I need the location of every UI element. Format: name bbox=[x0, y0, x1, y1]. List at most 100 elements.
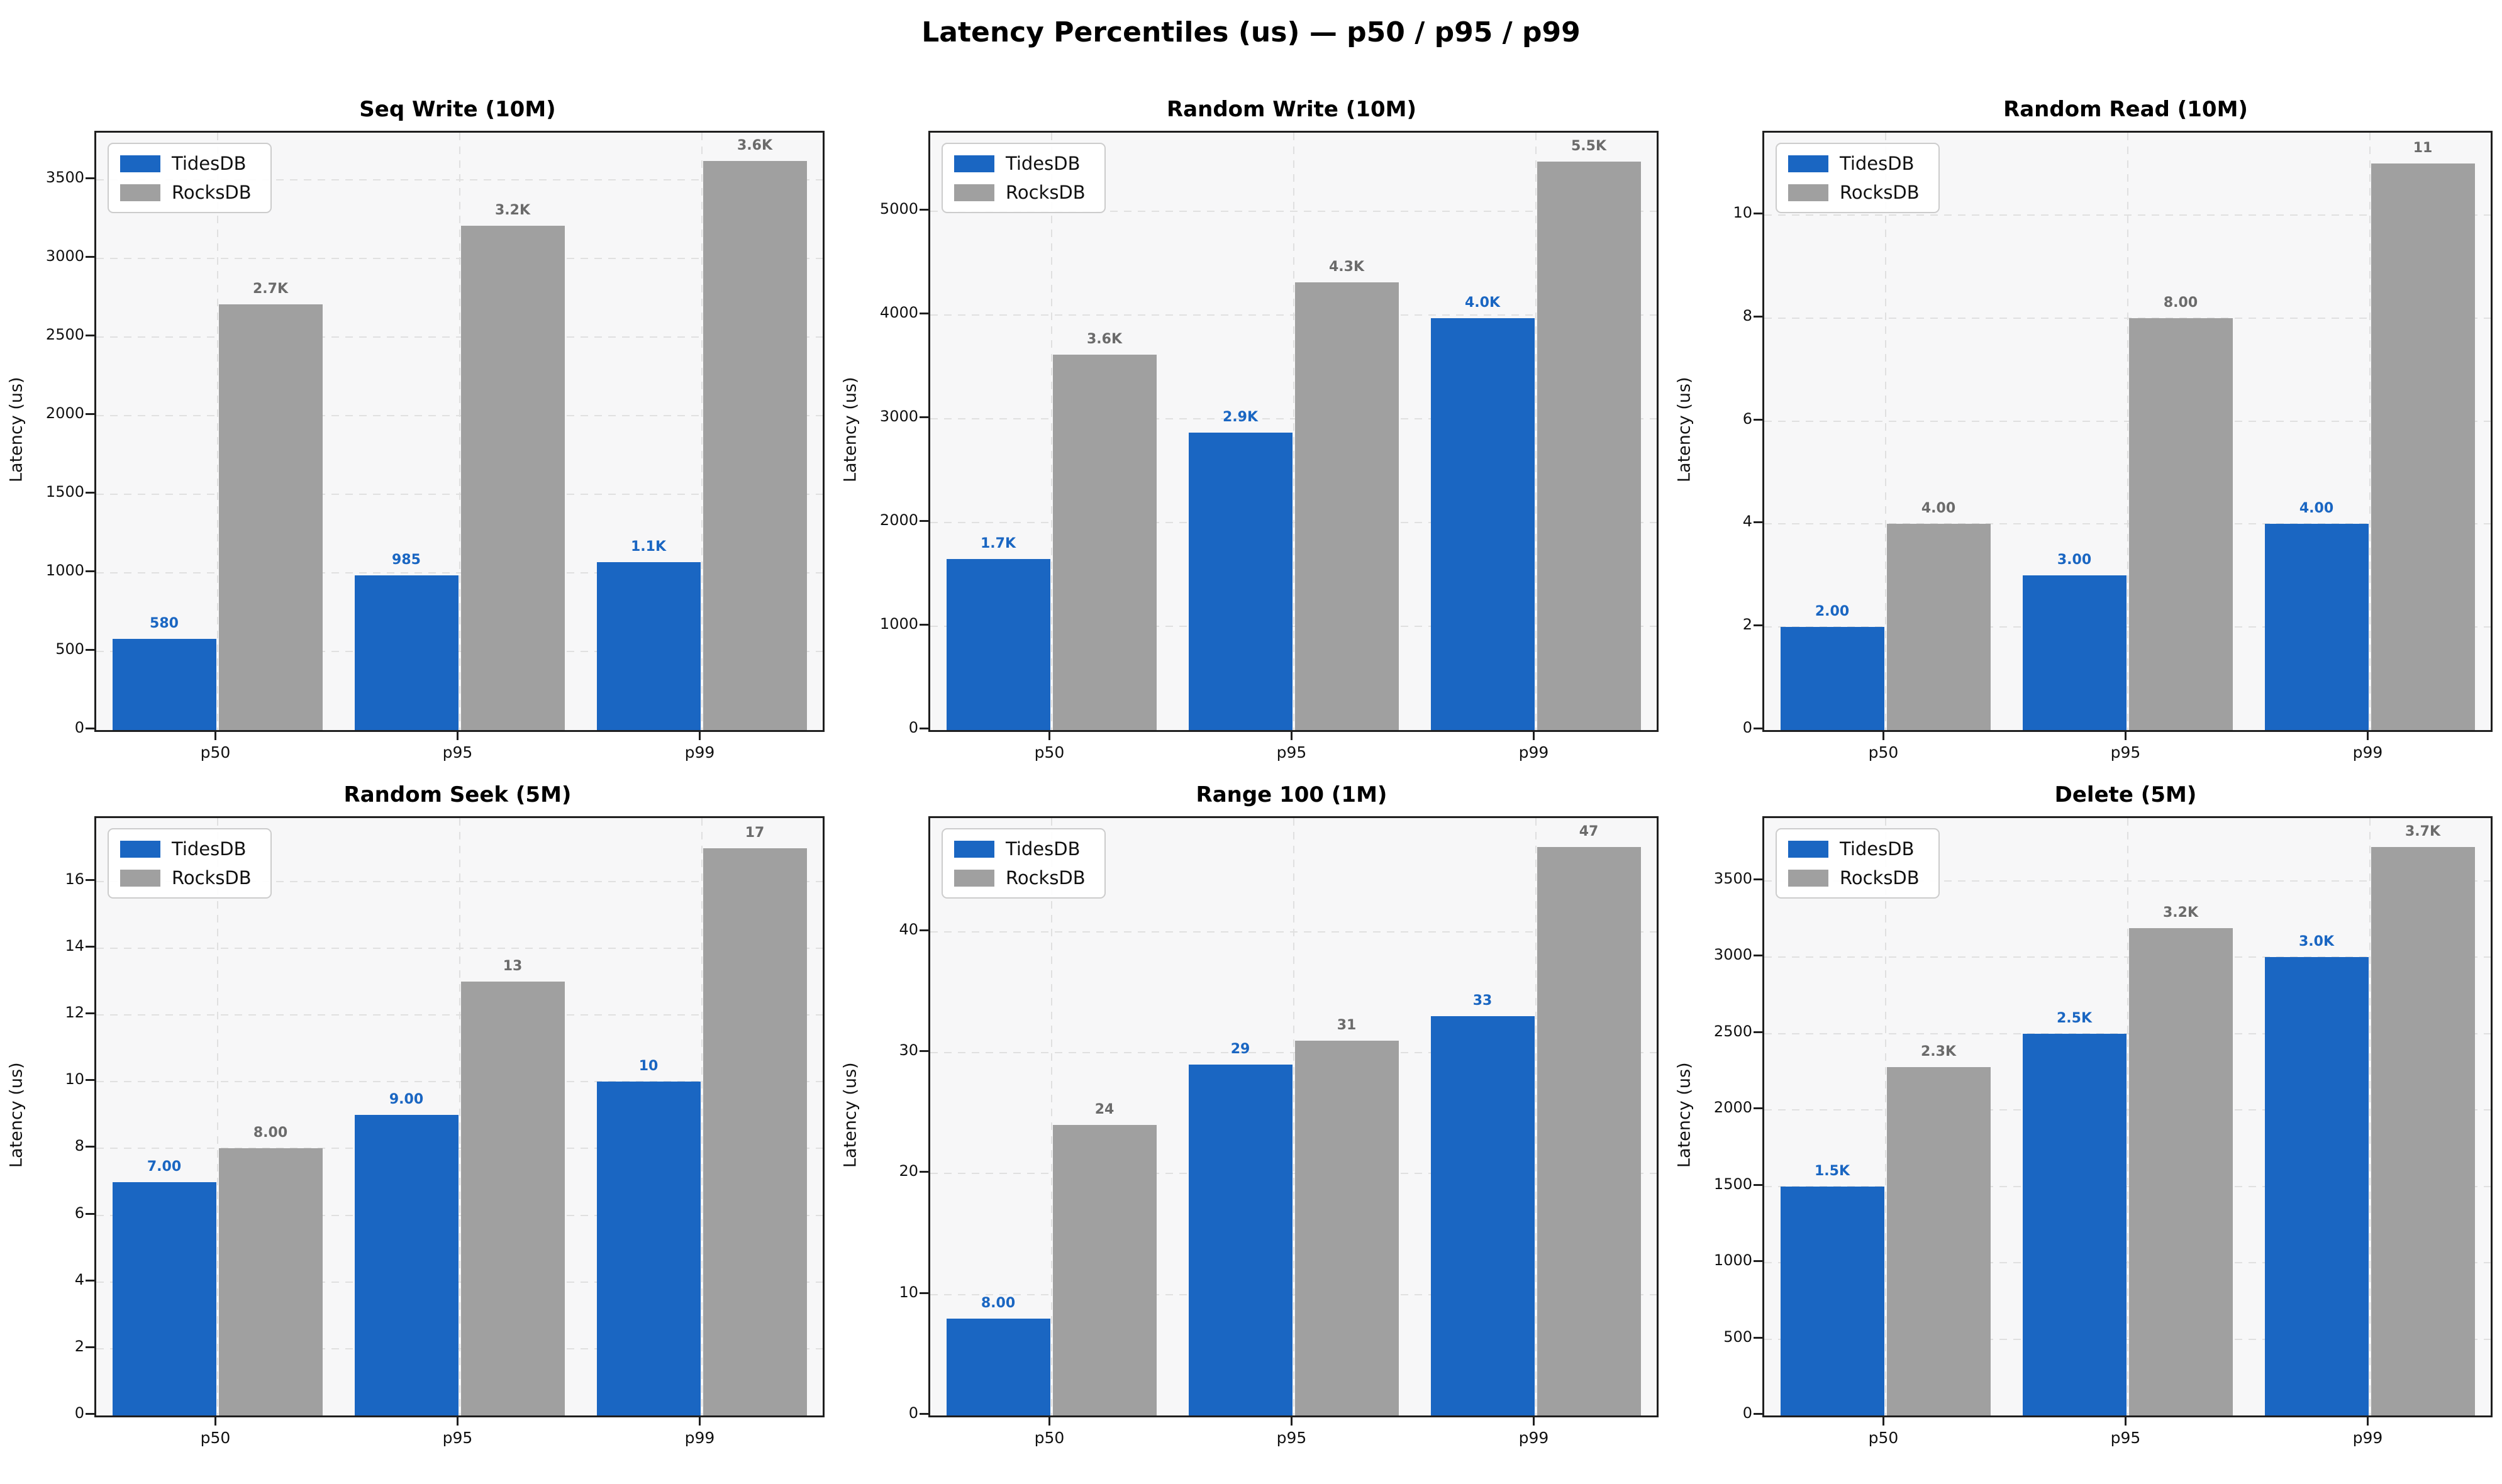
bar-value-label: 24 bbox=[1094, 1102, 1115, 1118]
legend-item-rocksdb: RocksDB bbox=[1788, 182, 1920, 203]
v-gridline bbox=[1884, 133, 1886, 730]
bar-value-label: 33 bbox=[1472, 993, 1493, 1009]
x-tick-label: p50 bbox=[1868, 743, 1899, 761]
x-tick-label: p99 bbox=[684, 1429, 715, 1447]
legend: TidesDB RocksDB bbox=[942, 143, 1106, 213]
bar-value-label: 47 bbox=[1579, 824, 1599, 840]
bar-rocksdb-p99 bbox=[703, 848, 807, 1415]
v-gridline bbox=[216, 818, 218, 1415]
legend-swatch-tidesdb bbox=[1788, 155, 1828, 172]
legend-label: TidesDB bbox=[172, 838, 247, 860]
legend-label: RocksDB bbox=[1840, 867, 1920, 889]
bar-value-label: 2.5K bbox=[2056, 1010, 2093, 1026]
bar-tidesdb-p95 bbox=[1188, 1065, 1293, 1415]
y-tick-mark bbox=[86, 570, 94, 572]
y-tick-mark bbox=[86, 413, 94, 415]
subplot-title: Delete (5M) bbox=[2054, 782, 2197, 807]
y-tick-mark bbox=[86, 1413, 94, 1415]
legend-swatch-rocksdb bbox=[120, 184, 160, 201]
y-axis-label: Latency (us) bbox=[6, 377, 26, 482]
v-gridline bbox=[1050, 818, 1052, 1415]
legend-item-rocksdb: RocksDB bbox=[954, 182, 1086, 203]
x-tick-mark bbox=[1048, 1417, 1050, 1426]
x-tick-mark bbox=[2367, 1417, 2369, 1426]
bar-rocksdb-p50 bbox=[218, 1148, 323, 1415]
x-tick-mark bbox=[1533, 732, 1535, 740]
x-tick-label: p50 bbox=[1034, 743, 1065, 761]
bar-value-label: 7.00 bbox=[147, 1158, 182, 1175]
y-tick-label: 0 bbox=[74, 719, 84, 736]
bar-tidesdb-p99 bbox=[2264, 957, 2369, 1415]
bar-tidesdb-p95 bbox=[1188, 432, 1293, 730]
y-tick-mark bbox=[1754, 955, 1762, 957]
bar-value-label: 3.2K bbox=[494, 202, 531, 218]
bar-value-label: 29 bbox=[1230, 1041, 1250, 1058]
bar-value-label: 3.6K bbox=[1086, 331, 1123, 347]
y-tick-label: 16 bbox=[65, 870, 84, 888]
bar-value-label: 4.0K bbox=[1464, 295, 1501, 311]
bar-rocksdb-p50 bbox=[1886, 524, 1991, 730]
x-tick-label: p95 bbox=[2110, 1429, 2141, 1447]
v-gridline bbox=[1884, 818, 1886, 1415]
plot-area: 2.00 4.00 3.00 8.00 4.00 11 TidesDB RocksDB bbox=[1762, 131, 2493, 732]
bar-rocksdb-p95 bbox=[2128, 318, 2233, 730]
legend: TidesDB RocksDB bbox=[108, 143, 272, 213]
y-tick-mark bbox=[86, 335, 94, 336]
bar-rocksdb-p99 bbox=[703, 161, 807, 730]
bar-rocksdb-p50 bbox=[1052, 1125, 1157, 1415]
x-tick-mark bbox=[2367, 732, 2369, 740]
plot-area: 1.5K 2.3K 2.5K 3.2K 3.0K 3.7K TidesDB RocksDB bbox=[1762, 816, 2493, 1417]
x-tick-label: p99 bbox=[1518, 743, 1549, 761]
bar-rocksdb-p50 bbox=[1052, 354, 1157, 730]
bar-value-label: 4.00 bbox=[1921, 501, 1956, 517]
y-tick-label: 2500 bbox=[1713, 1022, 1752, 1040]
y-tick-mark bbox=[1754, 1107, 1762, 1110]
bar-value-label: 17 bbox=[745, 824, 765, 841]
bar-tidesdb-p99 bbox=[596, 562, 701, 730]
y-tick-mark bbox=[920, 1292, 928, 1294]
y-tick-mark bbox=[86, 728, 94, 729]
bar-rocksdb-p99 bbox=[1537, 847, 1641, 1415]
y-tick-mark bbox=[1754, 728, 1762, 729]
legend-item-tidesdb: TidesDB bbox=[954, 153, 1086, 174]
y-tick-mark bbox=[1754, 878, 1762, 880]
figure-title: Latency Percentiles (us) — p50 / p95 / p… bbox=[921, 16, 1581, 48]
bar-value-label: 985 bbox=[392, 551, 421, 568]
legend-swatch-tidesdb bbox=[954, 840, 994, 858]
bar-tidesdb-p50 bbox=[1780, 1186, 1884, 1415]
y-tick-label: 2 bbox=[1742, 616, 1752, 634]
y-tick-label: 0 bbox=[908, 1404, 918, 1422]
bar-tidesdb-p99 bbox=[2264, 524, 2369, 730]
chart-cell-seq-write: Seq Write (10M) Latency (us) 580 2.7K 985 3… bbox=[0, 93, 834, 778]
plot-area: 7.00 8.00 9.00 13 10 17 TidesDB RocksDB bbox=[94, 816, 825, 1417]
legend-label: RocksDB bbox=[1006, 182, 1086, 203]
bar-rocksdb-p50 bbox=[1886, 1067, 1991, 1415]
x-tick-mark bbox=[2125, 732, 2127, 740]
y-tick-mark bbox=[1754, 521, 1762, 524]
bar-rocksdb-p50 bbox=[218, 304, 323, 730]
bar-rocksdb-p95 bbox=[460, 982, 565, 1415]
x-tick-mark bbox=[457, 732, 459, 740]
subplot-title: Seq Write (10M) bbox=[359, 97, 556, 122]
x-tick-mark bbox=[2125, 1417, 2127, 1426]
bar-value-label: 8.00 bbox=[253, 1125, 288, 1141]
y-tick-mark bbox=[86, 177, 94, 179]
x-tick-label: p50 bbox=[1034, 1429, 1065, 1447]
v-gridline bbox=[1050, 133, 1052, 730]
y-tick-mark bbox=[86, 492, 94, 494]
y-tick-label: 8 bbox=[1742, 306, 1752, 324]
legend-label: TidesDB bbox=[1840, 153, 1915, 174]
figure-header: Latency Percentiles (us) — p50 / p95 / p… bbox=[0, 0, 2502, 93]
bar-tidesdb-p95 bbox=[2022, 575, 2127, 730]
legend-label: TidesDB bbox=[1840, 838, 1915, 860]
x-tick-mark bbox=[214, 732, 216, 740]
bar-value-label: 580 bbox=[150, 616, 179, 631]
legend-item-rocksdb: RocksDB bbox=[954, 867, 1086, 889]
x-tick-label: p50 bbox=[1868, 1429, 1899, 1447]
x-tick-label: p99 bbox=[684, 743, 715, 761]
x-tick-label: p95 bbox=[1276, 1429, 1307, 1447]
legend-item-tidesdb: TidesDB bbox=[1788, 153, 1920, 174]
v-gridline bbox=[2127, 818, 2128, 1415]
y-tick-label: 0 bbox=[74, 1404, 84, 1422]
y-tick-label: 30 bbox=[899, 1041, 918, 1060]
